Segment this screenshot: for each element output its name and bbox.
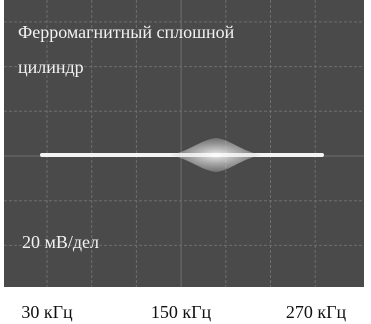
x-label: 150 кГц bbox=[151, 302, 212, 322]
oscilloscope-figure: Ферромагнитный сплошной цилиндр 20 мВ/де… bbox=[0, 0, 371, 324]
x-label: 270 кГц bbox=[286, 302, 347, 322]
annotation: Ферромагнитный сплошной bbox=[18, 22, 235, 42]
x-label: 30 кГц bbox=[21, 302, 73, 322]
scale-label: 20 мВ/дел bbox=[22, 232, 99, 252]
annotation: цилиндр bbox=[18, 57, 84, 77]
page: Ферромагнитный сплошной цилиндр 20 мВ/де… bbox=[0, 0, 371, 324]
